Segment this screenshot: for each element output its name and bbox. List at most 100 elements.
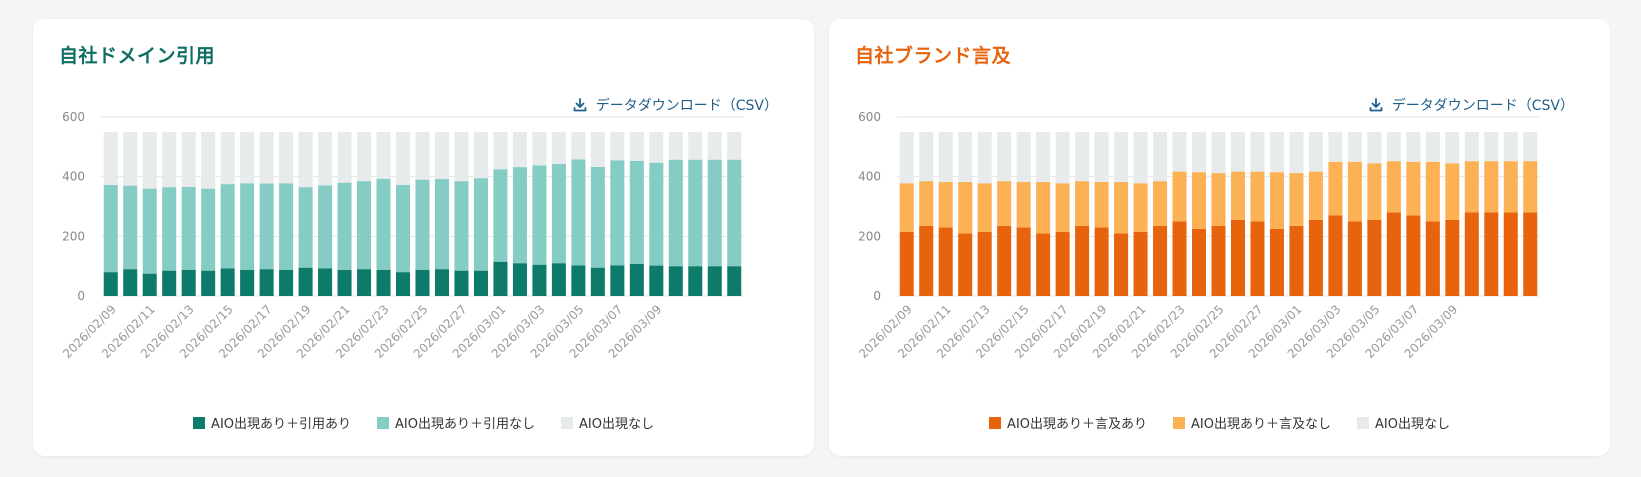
bar-segment [415, 269, 430, 296]
bar-segment [298, 267, 313, 296]
bar-segment [103, 131, 118, 186]
legend-item[interactable]: AIO出現なし [1356, 413, 1450, 432]
bar-segment [1464, 212, 1479, 296]
bar-segment [938, 131, 953, 183]
bar-segment [997, 225, 1012, 296]
bar-segment [532, 165, 547, 265]
bar-segment [1289, 131, 1304, 174]
bar-segment [727, 131, 742, 160]
bar-segment [977, 183, 992, 232]
bar-segment [532, 131, 547, 166]
bar-segment [1464, 161, 1479, 213]
bar-segment [629, 131, 644, 161]
legend-swatch [193, 416, 206, 429]
download-icon [1369, 98, 1383, 112]
legend-label: AIO出現あり＋引用なし [395, 417, 535, 432]
bar-segment [279, 131, 294, 184]
legend-item[interactable]: AIO出現あり＋言及あり [989, 413, 1147, 432]
card-title: 自社ドメイン引用 [59, 45, 216, 67]
bar-segment [551, 263, 566, 296]
bar-segment [473, 131, 488, 179]
bar-segment [1016, 227, 1031, 296]
bar-segment [899, 231, 914, 296]
bar-segment [318, 268, 333, 296]
bar-segment [142, 273, 157, 296]
bar-segment [1211, 173, 1226, 226]
bar-segment [1094, 131, 1109, 183]
chart-legend: AIO出現あり＋言及あり AIO出現あり＋言及なし AIO出現なし [829, 413, 1610, 432]
bar-segment [1133, 131, 1148, 184]
bar-segment [337, 269, 352, 296]
bar-segment [668, 159, 683, 267]
bar-segment [919, 131, 934, 182]
csv-download-label: データダウンロード（CSV） [1391, 98, 1574, 114]
bar-segment [123, 131, 138, 186]
bar-segment [298, 187, 313, 268]
bar-segment [938, 227, 953, 296]
y-tick-label: 600 [858, 110, 881, 124]
bar-segment [1094, 182, 1109, 228]
bar-segment [493, 131, 508, 170]
bar-segment [688, 131, 703, 160]
legend-item[interactable]: AIO出現なし [560, 413, 654, 432]
bar-segment [1269, 131, 1284, 173]
bar-segment [590, 131, 605, 167]
bar-segment [1075, 131, 1090, 182]
csv-download-button[interactable]: データダウンロード（CSV） [572, 95, 778, 115]
bar-segment [532, 264, 547, 296]
bar-segment [454, 131, 469, 182]
bar-segment [571, 159, 586, 266]
bar-segment [1269, 228, 1284, 296]
bar-segment [610, 160, 625, 266]
bar-segment [1347, 131, 1362, 162]
bar-segment [688, 159, 703, 267]
bar-segment [977, 131, 992, 184]
bar-segment [1367, 219, 1382, 296]
legend-item[interactable]: AIO出現あり＋言及なし [1173, 413, 1331, 432]
bar-segment [162, 187, 177, 271]
bar-segment [1172, 131, 1187, 172]
bar-segment [1328, 131, 1343, 162]
bar-segment [259, 131, 274, 184]
bar-segment [1114, 182, 1129, 234]
bar-segment [396, 185, 411, 273]
bar-segment [1386, 131, 1401, 162]
bar-segment [899, 131, 914, 184]
bar-segment [1230, 219, 1245, 296]
chart-legend: AIO出現あり＋引用あり AIO出現あり＋引用なし AIO出現なし [33, 413, 814, 432]
bar-segment [1075, 225, 1090, 296]
bar-segment [649, 131, 664, 163]
bar-segment [551, 163, 566, 264]
bar-segment [1445, 131, 1460, 164]
bar-segment [571, 131, 586, 160]
card-title: 自社ブランド言及 [855, 45, 1012, 67]
bar-segment [220, 131, 235, 185]
bar-segment [493, 169, 508, 262]
legend-swatch [377, 416, 390, 429]
bar-segment [1133, 183, 1148, 232]
bar-segment [103, 185, 118, 273]
bar-segment [259, 183, 274, 270]
csv-download-button[interactable]: データダウンロード（CSV） [1368, 95, 1574, 115]
legend-item[interactable]: AIO出現あり＋引用なし [377, 413, 535, 432]
bar-segment [1464, 131, 1479, 162]
bar-segment [1036, 233, 1051, 296]
bar-segment [1406, 215, 1421, 296]
bar-segment [1289, 225, 1304, 296]
legend-item[interactable]: AIO出現あり＋引用あり [193, 413, 351, 432]
y-tick-label: 400 [62, 170, 85, 184]
download-icon [573, 98, 587, 112]
bar-segment [707, 131, 722, 160]
bar-segment [220, 184, 235, 269]
bar-segment [1484, 161, 1499, 213]
bar-segment [958, 233, 973, 296]
bar-segment [1114, 131, 1129, 183]
bar-segment [434, 269, 449, 296]
bar-segment [123, 185, 138, 270]
bar-segment [1367, 163, 1382, 220]
bar-segment [1425, 161, 1440, 222]
bar-segment [473, 270, 488, 296]
bar-segment [376, 178, 391, 270]
bar-segment [1133, 231, 1148, 296]
bar-segment [259, 269, 274, 296]
